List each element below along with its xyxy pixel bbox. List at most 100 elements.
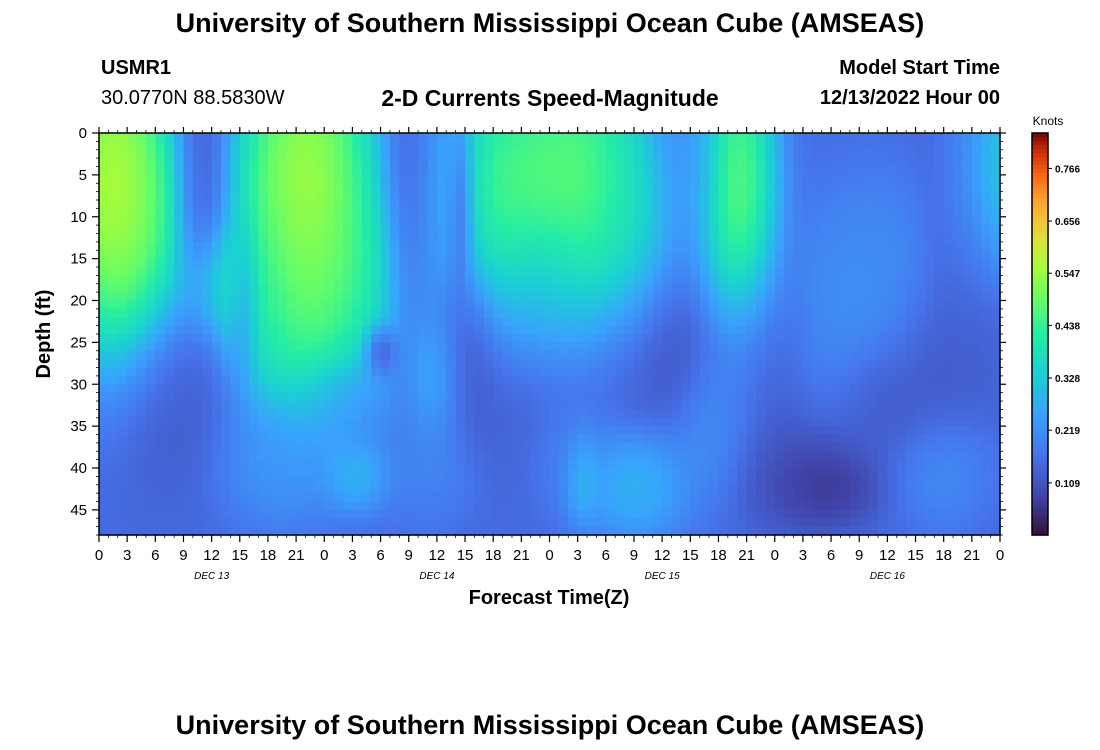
- heatmap-cell: [418, 367, 429, 377]
- heatmap-cell: [662, 375, 673, 385]
- heatmap-cell: [652, 250, 663, 260]
- heatmap-cell: [333, 426, 344, 436]
- heatmap-cell: [765, 317, 776, 327]
- heatmap-cell: [155, 250, 166, 260]
- heatmap-cell: [953, 191, 964, 201]
- heatmap-cell: [802, 141, 813, 151]
- heatmap-cell: [896, 275, 907, 285]
- heatmap-cell: [877, 476, 888, 486]
- heatmap-cell: [127, 367, 138, 377]
- heatmap-cell: [277, 149, 288, 159]
- heatmap-cell: [671, 308, 682, 318]
- heatmap-cell: [305, 468, 316, 477]
- heatmap-cell: [633, 216, 644, 226]
- heatmap-cell: [483, 526, 494, 536]
- heatmap-cell: [934, 325, 945, 335]
- heatmap-cell: [962, 308, 973, 318]
- heatmap-cell: [558, 158, 569, 168]
- heatmap-cell: [868, 183, 879, 193]
- heatmap-cell: [465, 476, 476, 486]
- heatmap-cell: [784, 267, 795, 276]
- heatmap-cell: [174, 476, 185, 486]
- heatmap-cell: [934, 342, 945, 352]
- heatmap-cell: [990, 484, 1001, 494]
- heatmap-cell: [915, 292, 926, 302]
- heatmap-cell: [877, 434, 888, 444]
- heatmap-cell: [155, 200, 166, 209]
- heatmap-cell: [277, 350, 288, 360]
- heatmap-cell: [418, 518, 429, 528]
- heatmap-cell: [164, 275, 175, 285]
- heatmap-cell: [680, 509, 691, 519]
- heatmap-cell: [699, 233, 710, 243]
- heatmap-cell: [192, 208, 203, 218]
- heatmap-cell: [455, 476, 466, 486]
- heatmap-cell: [877, 158, 888, 168]
- heatmap-cell: [943, 367, 954, 377]
- x-tick-label: 21: [964, 547, 981, 564]
- heatmap-cell: [230, 317, 241, 327]
- heatmap-cell: [671, 518, 682, 528]
- heatmap-cell: [418, 183, 429, 193]
- heatmap-cell: [887, 267, 898, 276]
- heatmap-cell: [587, 258, 598, 268]
- heatmap-cell: [662, 526, 673, 536]
- heatmap-cell: [943, 484, 954, 494]
- heatmap-cell: [493, 292, 504, 302]
- heatmap-cell: [633, 174, 644, 184]
- heatmap-cell: [267, 518, 278, 528]
- heatmap-cell: [971, 208, 982, 218]
- heatmap-cell: [981, 434, 992, 444]
- heatmap-cell: [624, 417, 635, 427]
- heatmap-cell: [305, 308, 316, 318]
- heatmap-cell: [446, 267, 457, 276]
- heatmap-cell: [465, 183, 476, 193]
- heatmap-cell: [652, 308, 663, 318]
- heatmap-cell: [361, 468, 372, 477]
- heatmap-cell: [540, 350, 551, 360]
- heatmap-cell: [859, 149, 870, 159]
- heatmap-cell: [577, 225, 588, 235]
- heatmap-cell: [643, 141, 654, 151]
- heatmap-cell: [192, 518, 203, 528]
- heatmap-cell: [183, 442, 194, 452]
- heatmap-cell: [718, 200, 729, 209]
- heatmap-cell: [164, 459, 175, 469]
- heatmap-cell: [192, 442, 203, 452]
- heatmap-cell: [568, 216, 579, 226]
- heatmap-cell: [314, 141, 325, 151]
- heatmap-cell: [981, 283, 992, 293]
- heatmap-cell: [511, 225, 522, 235]
- heatmap-cell: [615, 468, 626, 477]
- heatmap-cell: [896, 258, 907, 268]
- heatmap-cell: [305, 149, 316, 159]
- heatmap-cell: [277, 426, 288, 436]
- heatmap-cell: [380, 342, 391, 352]
- heatmap-cell: [615, 459, 626, 469]
- heatmap-cell: [877, 133, 888, 142]
- heatmap-cell: [793, 183, 804, 193]
- heatmap-cell: [896, 526, 907, 536]
- heatmap-cell: [155, 334, 166, 343]
- heatmap-cell: [230, 518, 241, 528]
- heatmap-cell: [380, 334, 391, 343]
- heatmap-cell: [511, 166, 522, 176]
- heatmap-cell: [99, 392, 109, 402]
- heatmap-cell: [671, 526, 682, 536]
- heatmap-cell: [258, 191, 269, 201]
- heatmap-cell: [136, 233, 147, 243]
- heatmap-cell: [455, 166, 466, 176]
- heatmap-cell: [953, 434, 964, 444]
- heatmap-cell: [511, 133, 522, 142]
- heatmap-cell: [145, 334, 156, 343]
- heatmap-cell: [587, 149, 598, 159]
- heatmap-cell: [296, 417, 307, 427]
- heatmap-cell: [812, 208, 823, 218]
- heatmap-cell: [924, 342, 935, 352]
- heatmap-cell: [924, 208, 935, 218]
- heatmap-cell: [840, 283, 851, 293]
- heatmap-cell: [943, 526, 954, 536]
- heatmap-cell: [615, 451, 626, 461]
- heatmap-cell: [230, 401, 241, 410]
- heatmap-cell: [718, 233, 729, 243]
